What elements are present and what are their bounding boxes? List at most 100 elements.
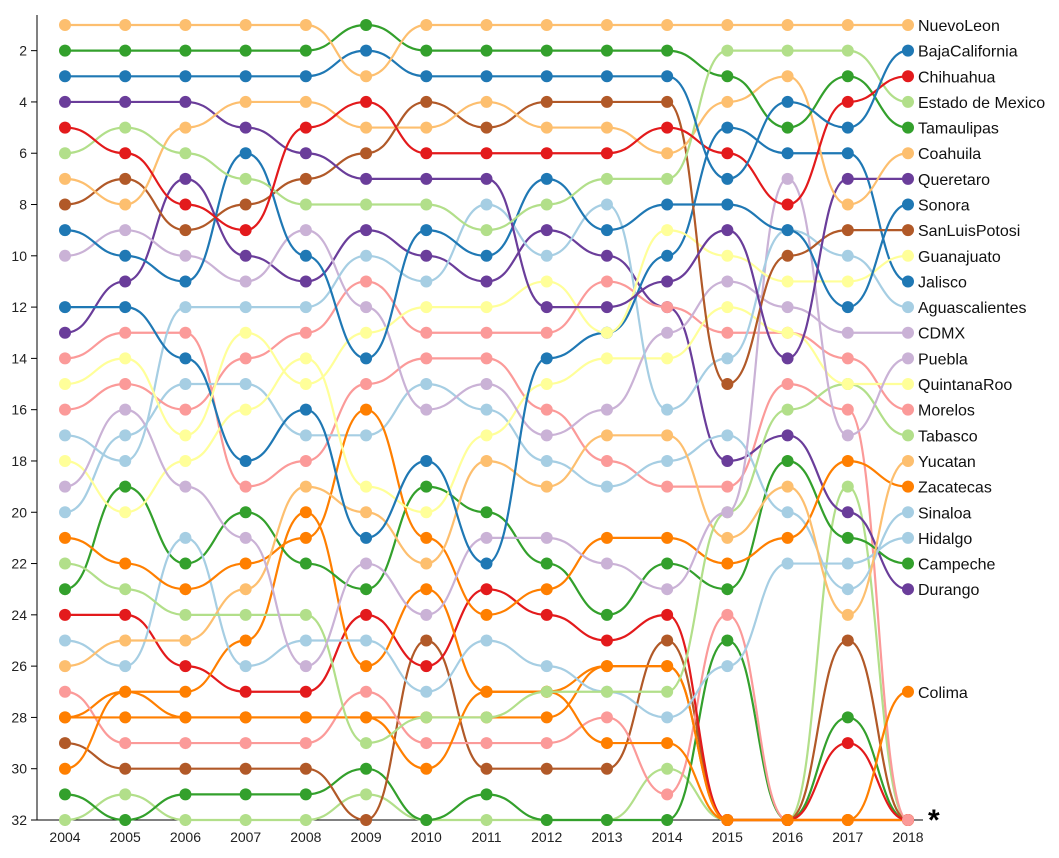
data-point bbox=[299, 608, 312, 621]
y-tick-label: 22 bbox=[11, 556, 27, 572]
data-point bbox=[600, 660, 613, 673]
data-point bbox=[540, 454, 553, 467]
data-point bbox=[299, 70, 312, 83]
data-point bbox=[239, 685, 252, 698]
data-point bbox=[661, 403, 674, 416]
series-label: Yucatan bbox=[918, 454, 976, 471]
series-label: Queretaro bbox=[918, 172, 990, 189]
data-point bbox=[239, 506, 252, 519]
data-point bbox=[239, 608, 252, 621]
data-point bbox=[480, 814, 493, 826]
data-point bbox=[299, 224, 312, 237]
data-point bbox=[661, 583, 674, 596]
data-point bbox=[179, 685, 192, 698]
data-point bbox=[480, 506, 493, 519]
data-point bbox=[360, 660, 373, 673]
series-zacatecas bbox=[59, 403, 914, 621]
data-point bbox=[239, 583, 252, 596]
data-point bbox=[902, 275, 914, 288]
data-point bbox=[721, 301, 734, 314]
data-point bbox=[540, 275, 553, 288]
y-tick-label: 10 bbox=[11, 248, 27, 264]
data-point bbox=[480, 224, 493, 237]
data-point bbox=[179, 454, 192, 467]
data-point bbox=[721, 608, 734, 621]
x-tick-label: 2018 bbox=[892, 829, 923, 845]
data-point bbox=[600, 224, 613, 237]
data-point bbox=[420, 198, 433, 211]
data-point bbox=[179, 70, 192, 83]
data-point bbox=[661, 326, 674, 339]
data-point bbox=[299, 429, 312, 442]
data-point bbox=[721, 147, 734, 160]
data-point bbox=[59, 557, 71, 570]
data-point bbox=[841, 634, 854, 647]
data-point bbox=[119, 660, 132, 673]
data-point bbox=[841, 506, 854, 519]
data-point bbox=[239, 352, 252, 365]
data-point bbox=[360, 352, 373, 365]
data-point bbox=[781, 19, 794, 31]
data-point bbox=[661, 198, 674, 211]
data-point bbox=[781, 301, 794, 314]
data-point bbox=[239, 301, 252, 314]
data-point bbox=[661, 224, 674, 237]
data-point bbox=[239, 660, 252, 673]
data-point bbox=[841, 70, 854, 83]
data-point bbox=[781, 557, 794, 570]
data-point bbox=[600, 352, 613, 365]
data-point bbox=[661, 454, 674, 467]
data-point bbox=[902, 531, 914, 544]
data-point bbox=[600, 403, 613, 416]
data-point bbox=[480, 685, 493, 698]
data-point bbox=[179, 634, 192, 647]
data-point bbox=[299, 44, 312, 57]
data-point bbox=[661, 685, 674, 698]
y-tick-label: 14 bbox=[11, 350, 27, 366]
series-line bbox=[65, 23, 908, 78]
data-point bbox=[781, 172, 794, 185]
data-point bbox=[841, 557, 854, 570]
data-point bbox=[299, 506, 312, 519]
data-point bbox=[661, 95, 674, 108]
data-point bbox=[119, 352, 132, 365]
data-point bbox=[902, 403, 914, 416]
data-point bbox=[661, 147, 674, 160]
data-point bbox=[59, 711, 71, 724]
series-label: CDMX bbox=[918, 326, 965, 343]
series-hidalgo bbox=[59, 531, 914, 724]
data-point bbox=[721, 378, 734, 391]
data-point bbox=[600, 249, 613, 262]
data-point bbox=[179, 737, 192, 750]
data-point bbox=[420, 583, 433, 596]
data-point bbox=[600, 480, 613, 493]
series-campeche bbox=[59, 454, 914, 621]
data-point bbox=[781, 70, 794, 83]
data-point bbox=[59, 454, 71, 467]
data-point bbox=[59, 19, 71, 31]
data-point bbox=[540, 70, 553, 83]
data-point bbox=[420, 660, 433, 673]
data-point bbox=[299, 634, 312, 647]
data-point bbox=[540, 121, 553, 134]
data-point bbox=[661, 762, 674, 775]
data-point bbox=[179, 147, 192, 160]
data-point bbox=[781, 480, 794, 493]
data-point bbox=[420, 737, 433, 750]
data-point bbox=[420, 275, 433, 288]
data-point bbox=[540, 685, 553, 698]
data-point bbox=[480, 737, 493, 750]
data-point bbox=[902, 352, 914, 365]
data-point bbox=[360, 737, 373, 750]
series-line bbox=[64, 229, 908, 437]
data-point bbox=[600, 19, 613, 31]
data-point bbox=[360, 506, 373, 519]
data-point bbox=[841, 352, 854, 365]
series-label: Sonora bbox=[918, 198, 970, 215]
series-queretaro bbox=[59, 95, 914, 365]
series-label: Campeche bbox=[918, 557, 995, 574]
data-point bbox=[721, 429, 734, 442]
data-point bbox=[59, 762, 71, 775]
data-point bbox=[721, 249, 734, 262]
y-tick-label: 12 bbox=[11, 299, 27, 315]
